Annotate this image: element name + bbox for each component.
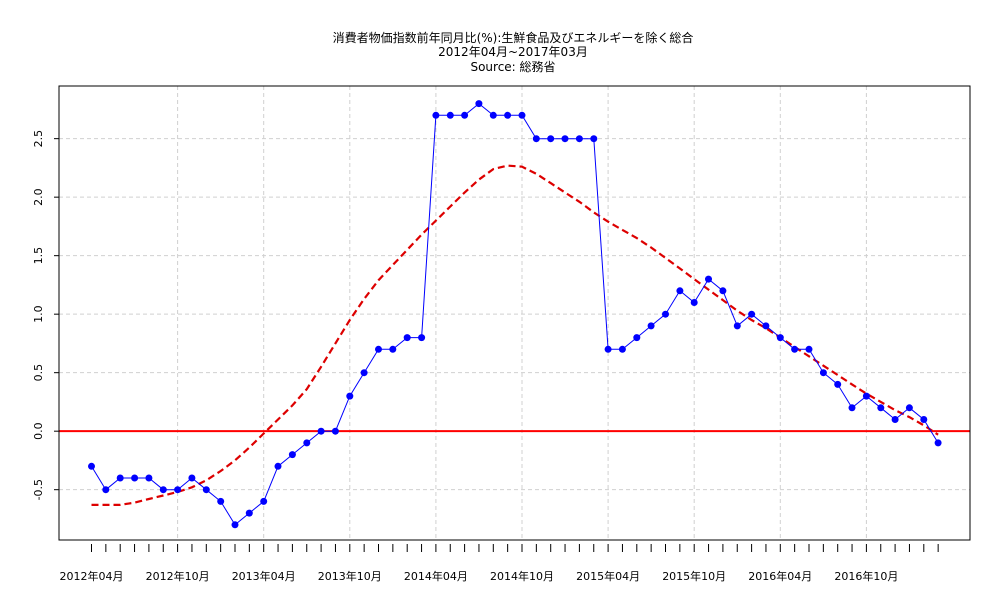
chart-source: Source: 総務省 (470, 60, 555, 74)
cpi-data-point (877, 404, 885, 412)
cpi-data-point (418, 334, 426, 342)
cpi-data-point (317, 427, 325, 435)
cpi-data-point (604, 345, 612, 353)
cpi-data-point (834, 380, 842, 388)
y-tick-label: 1.5 (32, 247, 45, 265)
y-tick-label: 1.0 (32, 305, 45, 323)
cpi-data-point (331, 427, 339, 435)
x-tick-label: 2014年10月 (490, 569, 554, 583)
cpi-data-point (360, 369, 368, 377)
series-layer (88, 100, 942, 529)
cpi-data-point (518, 111, 526, 119)
y-tick-label: 2.0 (32, 188, 45, 206)
cpi-data-point (145, 474, 153, 482)
y-tick-label: 0.0 (32, 422, 45, 440)
cpi-data-point (217, 497, 225, 505)
cpi-data-point (862, 392, 870, 400)
cpi-data-point (848, 404, 856, 412)
cpi-data-point (776, 334, 784, 342)
cpi-data-point (159, 486, 167, 494)
x-tick-label: 2016年04月 (748, 569, 812, 583)
cpi-data-point (102, 486, 110, 494)
cpi-data-point (791, 345, 799, 353)
cpi-data-point (618, 345, 626, 353)
cpi-data-point (934, 439, 942, 447)
cpi-data-point (690, 299, 698, 306)
cpi-data-point (662, 310, 669, 318)
cpi-data-point (805, 345, 813, 353)
cpi-data-point (346, 392, 354, 400)
cpi-data-point (202, 486, 210, 494)
cpi-data-point (561, 135, 569, 143)
cpi-data-point (303, 439, 311, 447)
cpi-data-point (905, 404, 913, 412)
chart-subtitle: 2012年04月~2017年03月 (438, 45, 588, 59)
cpi-data-point (705, 275, 712, 283)
x-tick-label: 2016年10月 (834, 569, 898, 583)
x-tick-label: 2014年04月 (404, 569, 468, 583)
cpi-data-point (489, 111, 497, 119)
x-tick-label: 2015年10月 (662, 569, 726, 583)
cpi-data-point (174, 486, 182, 494)
cpi-data-point (245, 509, 253, 517)
cpi-data-point (131, 474, 139, 482)
cpi-data-point (590, 135, 598, 143)
cpi-data-point (288, 451, 296, 459)
cpi-data-point (719, 287, 727, 295)
cpi-data-point (920, 416, 928, 423)
cpi-data-point (446, 111, 454, 119)
chart-title: 消費者物価指数前年同月比(%):生鮮食品及びエネルギーを除く総合 (333, 30, 694, 45)
cpi-data-point (461, 111, 469, 119)
y-tick-label: 2.5 (32, 130, 45, 148)
x-tick-label: 2012年04月 (60, 569, 124, 583)
x-tick-label: 2013年04月 (232, 569, 296, 583)
cpi-data-point (88, 462, 95, 470)
cpi-data-point (231, 521, 239, 529)
cpi-data-point (375, 345, 382, 353)
cpi-data-point (475, 100, 483, 108)
cpi-data-point (733, 322, 741, 330)
cpi-data-point (188, 474, 196, 482)
cpi-data-point (891, 416, 899, 423)
cpi-data-point (274, 462, 282, 470)
cpi-data-point (504, 111, 512, 119)
cpi-data-point (762, 322, 770, 330)
cpi-data-point (432, 111, 440, 119)
cpi-data-point (575, 135, 583, 143)
cpi-data-point (633, 334, 641, 342)
cpi-data-point (532, 135, 540, 143)
x-tick-label: 2015年04月 (576, 569, 640, 583)
cpi-data-point (547, 135, 555, 143)
y-tick-label: -0.5 (32, 479, 45, 500)
cpi-data-point (647, 322, 655, 330)
axis-layer: -0.5 0.0 0.5 1.0 1.5 2.0 2.5 2012年04月 2012年10月 20… (32, 130, 939, 583)
plot-frame (58, 85, 971, 541)
cpi-data-point (116, 474, 124, 482)
x-tick-label: 2012年10月 (146, 569, 210, 583)
cpi-data-point (676, 287, 684, 295)
cpi-data-point (819, 369, 827, 377)
cpi-data-point (403, 334, 411, 342)
y-tick-label: 0.5 (32, 364, 45, 382)
cpi-data-point (389, 345, 397, 353)
cpi-data-point (260, 497, 268, 505)
x-tick-label: 2013年10月 (318, 569, 382, 583)
cpi-data-point (748, 310, 756, 318)
